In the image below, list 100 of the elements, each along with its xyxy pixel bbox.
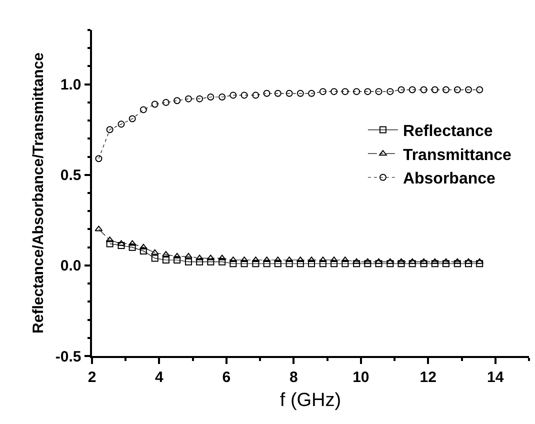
- point: [352, 258, 361, 264]
- point: [196, 95, 204, 102]
- point: [285, 256, 294, 262]
- point: [184, 258, 192, 266]
- point: [296, 90, 304, 97]
- point: [442, 258, 450, 264]
- x-tick-label: 14: [487, 368, 504, 386]
- point: [342, 260, 349, 268]
- point: [442, 260, 450, 268]
- point: [118, 242, 125, 250]
- point: [398, 86, 405, 94]
- point: [364, 260, 372, 268]
- point: [140, 247, 147, 254]
- point: [252, 92, 260, 99]
- point: [196, 258, 204, 266]
- point: [308, 90, 316, 97]
- point: [128, 244, 136, 251]
- point: [408, 260, 416, 268]
- point: [263, 90, 270, 97]
- point: [319, 88, 326, 96]
- point: [262, 256, 271, 262]
- point: [342, 88, 349, 96]
- point: [162, 256, 170, 264]
- point: [139, 244, 148, 250]
- point: [330, 260, 338, 268]
- point: [464, 86, 472, 94]
- x-tick-label: 4: [155, 368, 164, 386]
- point: [117, 240, 126, 246]
- x-tick-label: 12: [420, 368, 436, 386]
- point: [296, 256, 304, 262]
- y-tick-label: 0.0: [60, 258, 82, 275]
- point: [431, 86, 438, 94]
- x-axis-title: f (GHz): [280, 390, 342, 412]
- legend-label: Reflectance: [402, 123, 493, 140]
- point: [364, 88, 372, 96]
- point: [162, 251, 170, 257]
- point: [420, 258, 428, 264]
- point: [218, 258, 226, 266]
- point: [128, 115, 136, 122]
- point: [374, 258, 383, 264]
- point: [106, 236, 114, 242]
- point: [162, 98, 170, 106]
- point: [319, 260, 326, 268]
- point: [218, 94, 226, 101]
- point: [240, 256, 248, 262]
- point: [151, 100, 158, 108]
- point: [397, 258, 406, 264]
- x-tick-label: 10: [352, 368, 370, 386]
- point: [174, 256, 181, 264]
- point: [308, 256, 316, 262]
- x-tick-label: 8: [290, 368, 298, 386]
- point: [296, 260, 304, 268]
- point: [330, 88, 338, 96]
- point: [173, 252, 182, 258]
- point: [286, 260, 293, 268]
- point: [454, 86, 461, 94]
- point: [430, 258, 439, 264]
- y-tick-label: 1.0: [60, 76, 82, 94]
- point: [252, 260, 260, 268]
- point: [94, 226, 103, 232]
- legend-label: Transmittance: [402, 146, 512, 164]
- point: [140, 106, 147, 114]
- point: [431, 260, 438, 268]
- point: [386, 260, 394, 268]
- point: [386, 88, 394, 96]
- point: [464, 258, 472, 264]
- point: [274, 90, 282, 97]
- legend-label: Absorbance: [402, 170, 496, 188]
- point: [230, 92, 237, 99]
- point: [420, 260, 428, 268]
- point: [454, 260, 461, 268]
- point: [128, 240, 136, 246]
- point: [240, 260, 248, 268]
- point: [252, 256, 260, 262]
- point: [150, 249, 159, 255]
- point: [353, 88, 360, 96]
- point: [184, 95, 192, 102]
- point: [318, 256, 327, 262]
- point: [353, 260, 360, 268]
- point: [375, 88, 382, 96]
- point: [476, 260, 484, 268]
- point: [420, 86, 428, 94]
- point: [106, 126, 114, 134]
- point: [464, 260, 472, 268]
- point: [341, 256, 350, 262]
- point: [398, 260, 405, 268]
- y-tick-label: 0.5: [60, 167, 82, 184]
- point: [95, 155, 102, 162]
- point: [263, 260, 270, 268]
- point: [274, 256, 282, 262]
- point: [206, 254, 215, 260]
- y-tick-label: -0.5: [55, 348, 82, 366]
- point: [184, 252, 192, 258]
- point: [240, 92, 248, 99]
- point: [174, 97, 181, 104]
- point: [207, 94, 214, 101]
- point: [476, 258, 484, 264]
- point: [118, 120, 125, 128]
- point: [106, 240, 114, 248]
- point: [442, 86, 450, 94]
